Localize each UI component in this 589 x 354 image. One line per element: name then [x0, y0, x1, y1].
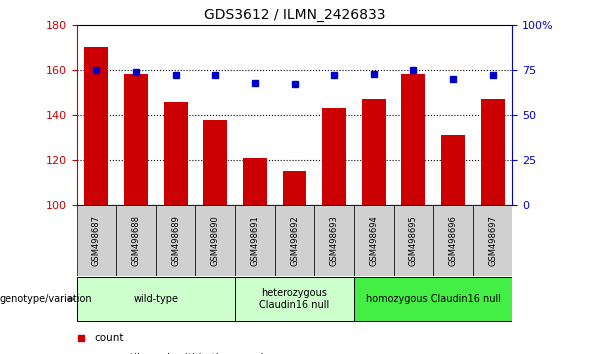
Text: GSM498693: GSM498693	[330, 215, 339, 266]
Text: GSM498697: GSM498697	[488, 215, 497, 266]
Text: GSM498688: GSM498688	[131, 215, 141, 266]
Text: GSM498692: GSM498692	[290, 215, 299, 266]
Bar	[393, 205, 433, 276]
Bar	[203, 120, 227, 205]
Text: GSM498687: GSM498687	[92, 215, 101, 266]
Bar	[196, 205, 235, 276]
Bar	[116, 205, 156, 276]
Bar	[322, 108, 346, 205]
Title: GDS3612 / ILMN_2426833: GDS3612 / ILMN_2426833	[204, 8, 385, 22]
Text: genotype/variation: genotype/variation	[0, 294, 92, 304]
Bar	[315, 205, 354, 276]
Bar	[124, 74, 148, 205]
Bar	[473, 205, 512, 276]
Bar	[441, 135, 465, 205]
Text: GSM498689: GSM498689	[171, 215, 180, 266]
Bar	[77, 277, 235, 321]
Text: GSM498694: GSM498694	[369, 215, 378, 266]
Bar	[354, 205, 393, 276]
Bar	[84, 47, 108, 205]
Text: GSM498695: GSM498695	[409, 215, 418, 266]
Bar	[274, 205, 315, 276]
Text: heterozygous
Claudin16 null: heterozygous Claudin16 null	[259, 288, 330, 310]
Text: GSM498690: GSM498690	[211, 215, 220, 266]
Bar	[354, 277, 512, 321]
Bar	[235, 277, 354, 321]
Bar	[481, 99, 505, 205]
Bar	[77, 205, 116, 276]
Text: wild-type: wild-type	[133, 294, 178, 304]
Bar	[243, 158, 267, 205]
Bar	[235, 205, 274, 276]
Text: percentile rank within the sample: percentile rank within the sample	[94, 353, 270, 354]
Text: GSM498696: GSM498696	[448, 215, 458, 266]
Text: homozygous Claudin16 null: homozygous Claudin16 null	[366, 294, 501, 304]
Bar	[402, 74, 425, 205]
Text: GSM498691: GSM498691	[250, 215, 259, 266]
Text: count: count	[94, 332, 124, 343]
Bar	[164, 102, 187, 205]
Bar	[156, 205, 196, 276]
Bar	[362, 99, 386, 205]
Bar	[433, 205, 473, 276]
Bar	[283, 171, 306, 205]
